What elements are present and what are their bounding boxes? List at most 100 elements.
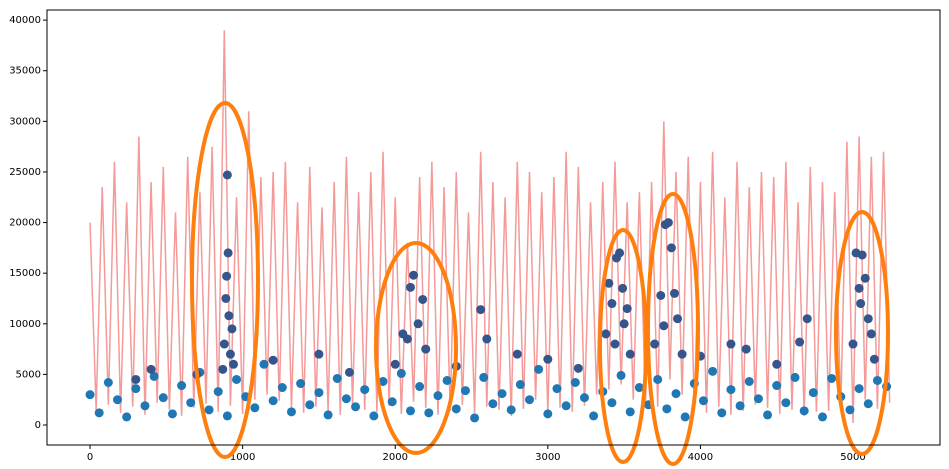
scatter-point xyxy=(479,372,489,382)
highlight-ellipse xyxy=(834,210,890,456)
scatter-point xyxy=(398,329,408,339)
y-tick-label: 5000 xyxy=(16,369,41,380)
scatter-point xyxy=(666,243,676,253)
scatter-point xyxy=(634,383,644,393)
scatter-point xyxy=(663,218,673,228)
scatter-point xyxy=(601,329,611,339)
scatter-point xyxy=(378,376,388,386)
highlight-ellipse xyxy=(374,241,458,455)
scatter-point xyxy=(413,319,423,329)
scatter-point xyxy=(854,384,864,394)
scatter-point xyxy=(167,409,177,419)
scatter-point xyxy=(717,408,727,418)
scatter-point xyxy=(451,404,461,414)
scatter-point xyxy=(158,393,168,403)
scatter-point xyxy=(622,304,632,314)
scatter-point xyxy=(579,393,589,403)
scatter-point xyxy=(625,349,635,359)
scatter-point xyxy=(396,368,406,378)
scatter-point xyxy=(515,380,525,390)
scatter-point xyxy=(222,271,232,281)
scatter-point xyxy=(390,359,400,369)
scatter-point xyxy=(863,399,873,409)
scatter-point xyxy=(286,407,296,417)
scatter-point xyxy=(223,248,233,258)
plot-frame xyxy=(46,9,941,446)
scatter-point xyxy=(296,379,306,389)
scatter-point xyxy=(85,390,95,400)
scatter-point xyxy=(818,412,827,422)
scatter-point xyxy=(94,408,104,418)
scatter-point xyxy=(418,294,428,304)
scatter-point xyxy=(653,374,663,384)
scatter-point xyxy=(140,401,150,411)
scatter-point xyxy=(753,394,763,404)
scatter-point xyxy=(442,375,452,385)
x-tick-label: 1000 xyxy=(230,452,255,463)
scatter-point xyxy=(744,376,754,386)
scatter-point xyxy=(113,395,122,405)
scatter-point xyxy=(218,364,228,374)
scatter-point xyxy=(698,396,708,406)
scatter-point xyxy=(625,407,635,417)
x-tick-label: 2000 xyxy=(383,452,408,463)
scatter-point xyxy=(268,355,278,365)
scatter-point xyxy=(570,377,580,387)
scatter-point xyxy=(332,373,342,383)
scatter-point xyxy=(525,395,535,405)
y-tick-label: 15000 xyxy=(9,268,41,279)
scatter-point xyxy=(351,402,361,412)
scatter-point xyxy=(149,371,159,381)
y-tick-label: 35000 xyxy=(9,66,41,77)
scatter-point xyxy=(186,398,196,408)
y-tick-label: 10000 xyxy=(9,319,41,330)
scatter-point xyxy=(122,412,132,422)
scatter-point xyxy=(103,377,113,387)
scatter-point xyxy=(615,248,625,258)
scatter-point xyxy=(277,383,287,393)
scatter-point xyxy=(561,401,571,411)
scatter-point xyxy=(650,339,660,349)
scatter-point xyxy=(250,403,260,413)
scatter-point xyxy=(656,290,666,300)
scatter-point xyxy=(131,374,141,384)
scatter-point xyxy=(808,388,818,398)
scatter-point xyxy=(735,401,745,411)
scatter-point xyxy=(856,299,866,309)
scatter-point xyxy=(323,410,333,420)
scatter-point xyxy=(460,386,470,396)
scatter-point xyxy=(763,410,773,420)
scatter-point xyxy=(421,344,431,354)
scatter-point xyxy=(848,339,858,349)
y-tick-label: 0 xyxy=(35,420,41,431)
scatter-point xyxy=(589,411,599,421)
scatter-point xyxy=(225,349,235,359)
scatter-point xyxy=(869,354,879,364)
scatter-point xyxy=(506,405,516,415)
x-tick-label: 3000 xyxy=(535,452,560,463)
scatter-point xyxy=(604,278,614,288)
highlight-ellipse xyxy=(598,228,648,464)
scatter-point xyxy=(607,398,617,408)
scatter-point xyxy=(409,270,419,280)
highlight-ellipse xyxy=(646,192,700,466)
scatter-point xyxy=(476,305,486,315)
scatter-point xyxy=(369,411,379,421)
scatter-point xyxy=(405,282,415,292)
scatter-point xyxy=(790,372,800,382)
scatter-point xyxy=(177,381,187,391)
scatter-point xyxy=(854,283,864,293)
scatter-point xyxy=(552,384,562,394)
scatter-point xyxy=(232,374,242,384)
scatter-point xyxy=(227,324,237,334)
scatter-point xyxy=(677,349,687,359)
scatter-point xyxy=(360,385,370,395)
scatter-point xyxy=(827,373,837,383)
scatter-point xyxy=(222,170,232,180)
x-tick-label: 4000 xyxy=(688,452,713,463)
scatter-point xyxy=(222,411,232,421)
scatter-point xyxy=(607,299,617,309)
scatter-point xyxy=(845,405,855,415)
